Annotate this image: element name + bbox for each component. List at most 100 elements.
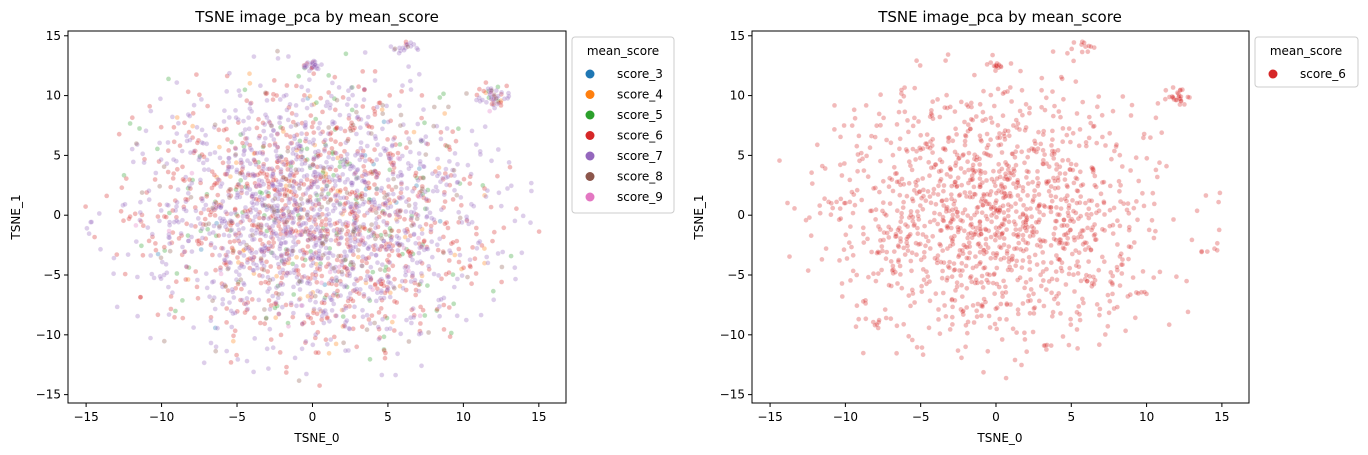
scatter-point-score_7	[330, 208, 336, 214]
scatter-point-score_8	[293, 122, 299, 128]
scatter-point-score_6	[1084, 278, 1090, 284]
scatter-point-score_7	[459, 219, 465, 226]
scatter-point-score_6	[965, 103, 971, 110]
scatter-point-score_6	[1010, 122, 1017, 129]
scatter-point-score_6	[952, 267, 958, 273]
scatter-point-score_5	[272, 217, 278, 223]
scatter-point-score_6	[1071, 180, 1077, 186]
scatter-point-score_6	[291, 179, 297, 185]
scatter-point-score_8	[392, 46, 398, 52]
scatter-point-score_6	[372, 282, 378, 288]
scatter-point-score_7	[242, 204, 249, 211]
scatter-point-score_7	[184, 138, 190, 144]
scatter-point-score_7	[186, 183, 193, 190]
scatter-point-score_6	[973, 277, 979, 283]
scatter-point-score_5	[404, 246, 410, 252]
scatter-point-score_7	[212, 306, 218, 312]
scatter-point-score_6	[334, 226, 340, 232]
scatter-point-score_7	[288, 123, 294, 130]
scatter-point-score_7	[306, 227, 313, 233]
scatter-point-score_6	[941, 302, 948, 309]
scatter-point-score_6	[242, 208, 248, 214]
scatter-point-score_7	[283, 239, 289, 246]
x-axis-label-right: TSNE_0	[976, 431, 1022, 445]
scatter-point-score_6	[949, 321, 956, 328]
scatter-point-score_7	[298, 178, 304, 184]
scatter-point-score_6	[1125, 201, 1131, 207]
scatter-point-score_8	[249, 232, 256, 238]
scatter-point-score_6	[937, 241, 943, 247]
scatter-point-score_7	[262, 121, 268, 128]
scatter-point-score_6	[350, 298, 356, 304]
scatter-point-score_7	[327, 217, 333, 223]
scatter-point-score_8	[345, 138, 351, 144]
scatter-point-score_5	[255, 159, 262, 165]
scatter-point-score_6	[536, 229, 542, 235]
scatter-point-score_6	[445, 225, 451, 231]
scatter-point-score_7	[438, 296, 444, 303]
scatter-point-score_6	[838, 216, 844, 222]
scatter-point-score_6	[1008, 267, 1015, 273]
scatter-point-score_7	[208, 340, 214, 346]
scatter-point-score_7	[466, 221, 472, 227]
scatter-point-score_7	[348, 85, 355, 91]
scatter-point-score_6	[262, 321, 268, 327]
scatter-point-score_7	[137, 209, 143, 216]
scatter-point-score_7	[483, 194, 489, 200]
scatter-point-score_6	[1099, 112, 1105, 118]
scatter-point-score_6	[483, 79, 489, 86]
scatter-point-score_6	[943, 197, 950, 203]
scatter-point-score_6	[418, 304, 424, 310]
scatter-point-score_7	[373, 298, 379, 304]
scatter-point-score_9	[360, 235, 366, 241]
x-tick-label: −5	[912, 410, 930, 424]
scatter-point-score_6	[352, 170, 358, 176]
scatter-point-score_6	[914, 209, 921, 215]
scatter-point-score_7	[358, 140, 364, 146]
scatter-point-score_8	[285, 148, 291, 154]
scatter-point-score_6	[239, 170, 245, 176]
scatter-point-score_9	[370, 287, 376, 293]
scatter-point-score_7	[324, 183, 330, 189]
scatter-point-score_6	[266, 203, 272, 209]
scatter-point-score_6	[1141, 289, 1148, 295]
scatter-point-score_6	[873, 278, 879, 284]
scatter-point-score_6	[1029, 223, 1035, 230]
scatter-point-score_6	[355, 195, 361, 201]
scatter-point-score_6	[352, 204, 359, 211]
scatter-point-score_6	[334, 288, 341, 294]
scatter-point-score_7	[349, 182, 355, 188]
scatter-point-score_6	[290, 160, 296, 166]
scatter-point-score_6	[441, 326, 447, 333]
scatter-point-score_6	[152, 176, 158, 183]
scatter-point-score_7	[332, 182, 338, 189]
scatter-point-score_7	[341, 206, 347, 212]
scatter-point-score_6	[1085, 259, 1092, 265]
scatter-point-score_6	[386, 252, 392, 259]
scatter-point-score_7	[280, 211, 287, 217]
scatter-point-score_6	[220, 160, 226, 166]
scatter-point-score_6	[171, 124, 177, 130]
scatter-point-score_6	[332, 221, 338, 227]
scatter-point-score_8	[355, 247, 361, 253]
scatter-point-score_6	[333, 125, 339, 132]
scatter-point-score_6	[384, 284, 390, 290]
scatter-point-score_9	[285, 323, 292, 329]
scatter-point-score_6	[265, 193, 271, 199]
scatter-point-score_6	[344, 159, 350, 165]
scatter-point-score_7	[275, 55, 281, 62]
scatter-point-score_6	[1141, 131, 1147, 137]
scatter-point-score_7	[363, 172, 369, 178]
scatter-point-score_6	[989, 52, 996, 58]
scatter-point-score_7	[194, 277, 201, 283]
scatter-point-score_7	[444, 182, 450, 188]
scatter-point-score_6	[283, 156, 289, 163]
scatter-point-score_7	[312, 275, 318, 281]
scatter-point-score_6	[995, 86, 1001, 92]
scatter-point-score_3	[362, 152, 368, 159]
scatter-point-score_7	[292, 355, 298, 361]
scatter-point-score_6	[301, 62, 307, 69]
scatter-point-score_6	[360, 103, 366, 110]
scatter-point-score_5	[297, 279, 303, 285]
scatter-point-score_8	[274, 48, 281, 54]
